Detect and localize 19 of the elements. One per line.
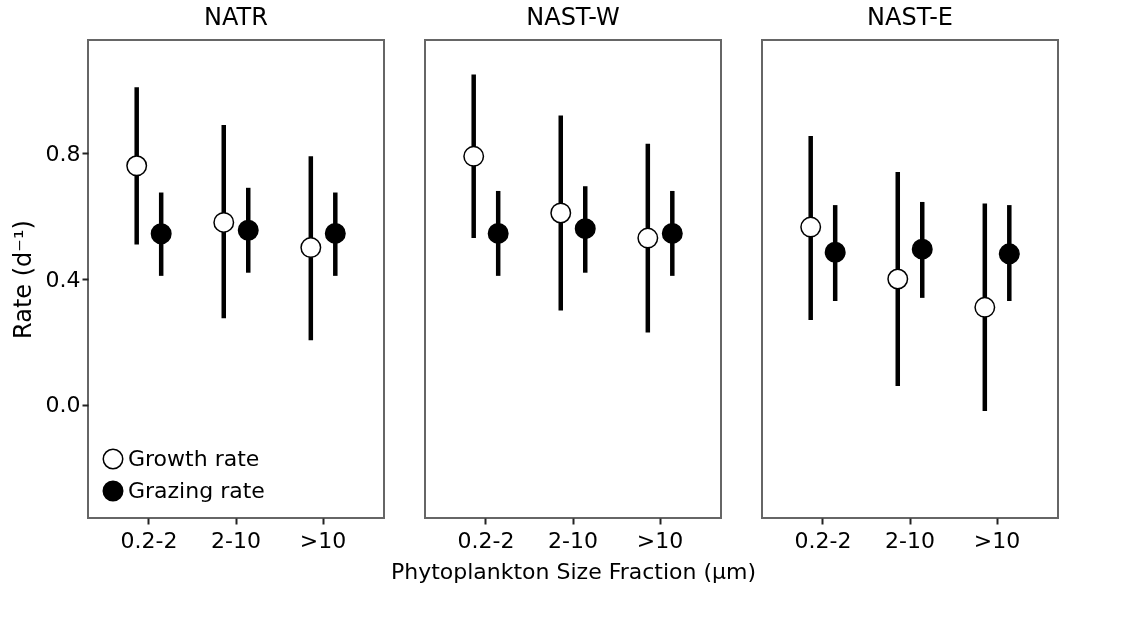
x-tick-label: >10 [973, 527, 1021, 553]
y-tick-label: 0.4 [45, 266, 81, 292]
chart-title: NATR [204, 3, 268, 31]
y-axis-title: Rate (d⁻¹) [8, 220, 37, 339]
x-tick-label: 2-10 [548, 527, 598, 553]
y-tick-label: 0.8 [45, 140, 81, 166]
y-tick-label: 0.0 [45, 392, 81, 418]
legend-label: Grazing rate [128, 478, 265, 503]
x-axis-title: Phytoplankton Size Fraction (μm) [390, 558, 757, 584]
x-tick-label: >10 [636, 527, 684, 553]
chart-title: NAST-W [526, 3, 620, 31]
x-tick-label: >10 [299, 527, 347, 553]
chart-title: NAST-E [867, 3, 953, 31]
legend-label: Growth rate [128, 446, 260, 471]
x-tick-label: 2-10 [885, 527, 935, 553]
x-tick-label: 0.2-2 [457, 527, 515, 553]
x-tick-label: 2-10 [211, 527, 261, 553]
x-tick-label: 0.2-2 [120, 527, 178, 553]
x-tick-label: 0.2-2 [794, 527, 852, 553]
